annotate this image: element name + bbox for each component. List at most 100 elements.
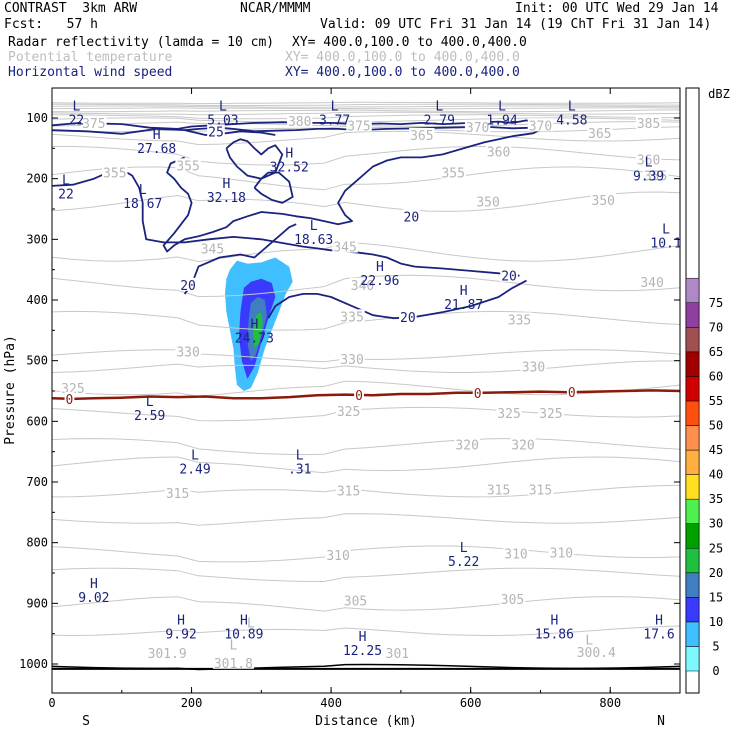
theta-label-bg xyxy=(475,194,501,208)
colorbar-level-label: 65 xyxy=(709,345,723,359)
colorbar-level-label: 25 xyxy=(709,541,723,555)
theta-label: 320 xyxy=(510,437,536,453)
south-label: S xyxy=(82,714,90,729)
theta-label-text: 335 xyxy=(340,310,363,325)
wind-extremum-value: 2.79 xyxy=(424,114,455,129)
wind-extremum-letter: L xyxy=(191,449,199,464)
theta-label: 305 xyxy=(342,593,369,609)
theta-label-text: 360 xyxy=(487,145,510,160)
y-axis-label: Pressure (hPa) xyxy=(3,335,18,445)
theta-label-text: 365 xyxy=(588,127,611,142)
x-tick-label: 400 xyxy=(320,696,342,710)
field-2-xy: XY= 400.0,100.0 to 400.0,400.0 xyxy=(285,50,520,65)
wind-extremum-letter: L xyxy=(296,449,304,464)
y-tick-label: 200 xyxy=(26,172,48,186)
theta-label-bg xyxy=(199,241,226,255)
wind-contour xyxy=(267,279,527,320)
wind-extremum-value: 15.86 xyxy=(535,628,574,643)
colorbar-bin xyxy=(685,302,700,328)
theta-label-text: 301.9 xyxy=(148,647,187,662)
theta-label-text: 310 xyxy=(504,548,527,563)
theta-label: 310 xyxy=(325,547,351,564)
colorbar-bin xyxy=(685,449,700,475)
theta-label-text: 375 xyxy=(347,119,370,134)
theta-label: 315 xyxy=(335,483,362,499)
wind-extremum-letter: H xyxy=(376,260,384,275)
colorbar-level-label: 10 xyxy=(709,615,723,629)
zero-contour-label-bg xyxy=(354,388,364,402)
theta-label-bg xyxy=(335,483,362,497)
wind-extremum-value: 32.18 xyxy=(207,191,246,206)
theta-label: 355 xyxy=(440,165,466,182)
wind-extremum-value: 32.52 xyxy=(270,160,309,175)
init-time: Init: 00 UTC Wed 29 Jan 14 xyxy=(515,1,719,16)
theta-label: 360 xyxy=(635,152,662,168)
y-tick-label: 900 xyxy=(26,596,48,610)
theta-label-bg xyxy=(409,127,435,141)
wind-extremum-value: 9.02 xyxy=(78,591,109,606)
theta-label-bg xyxy=(575,644,617,658)
wind-extremum-value: 5.22 xyxy=(448,555,479,570)
wind-contour-label: 20 xyxy=(179,277,197,294)
theta-contour xyxy=(52,101,680,105)
field-3-xy: XY= 400.0,100.0 to 400.0,400.0 xyxy=(285,65,520,80)
wind-speed-contours xyxy=(52,119,680,670)
wind-extremum-letter: H xyxy=(90,577,98,592)
theta-contour xyxy=(52,103,680,106)
wind-extremum-value: 1.94 xyxy=(486,114,517,129)
wind-extremum-value: 17.6 xyxy=(643,628,674,643)
theta-label-bg xyxy=(175,158,201,172)
y-tick-label: 1000 xyxy=(19,657,48,671)
theta-contour xyxy=(52,166,680,191)
colorbar-level-label: 15 xyxy=(709,590,723,604)
theta-label-text: 315 xyxy=(337,484,360,499)
theta-label-text: 370 xyxy=(466,121,489,136)
wind-extremum-letter: L xyxy=(73,100,81,115)
wind-extremum-value: .31 xyxy=(288,463,311,478)
wind-extremum-value: 9.39 xyxy=(633,170,664,185)
theta-label: 355 xyxy=(102,165,128,182)
theta-label: 350 xyxy=(590,192,616,209)
theta-label-bg xyxy=(590,192,616,206)
theta-label: 345 xyxy=(332,239,358,256)
y-tick-label: 300 xyxy=(26,232,48,246)
theta-extremum-letter: L xyxy=(230,639,238,654)
theta-label-text: 305 xyxy=(501,593,524,608)
theta-label-bg xyxy=(485,144,512,158)
theta-label-bg xyxy=(332,239,358,253)
zero-contour-label-text: 0 xyxy=(66,393,74,408)
wind-extremum-letter: L xyxy=(146,395,154,410)
wind-extremum-letter: H xyxy=(223,177,231,192)
colorbar: dBZ 0 5 10 15 20 25 30 35 40 45 50 55 60 65 70 75 xyxy=(685,87,730,694)
colorbar-level-label: 75 xyxy=(709,296,723,310)
wind-extremum-value: 10.89 xyxy=(224,628,263,643)
theta-label: 325 xyxy=(335,404,362,420)
wind-extremum-letter: H xyxy=(177,614,185,629)
wind-extremum-value: 22 xyxy=(69,114,85,129)
wind-extremum-letter: H xyxy=(250,318,258,333)
theta-label: 370 xyxy=(464,120,491,136)
zero-contour-label: 0 xyxy=(566,385,577,401)
colorbar-bin xyxy=(685,474,700,500)
colorbar-level-label: 20 xyxy=(709,566,723,580)
theta-label-text: 320 xyxy=(511,438,534,453)
field-1-xy: XY= 400.0,100.0 to 400.0,400.0 xyxy=(292,35,527,50)
theta-label: 355 xyxy=(642,168,669,185)
y-tick-label: 700 xyxy=(26,475,48,489)
theta-label-bg xyxy=(496,405,522,419)
wind-extremum-value: 22 xyxy=(58,188,74,203)
wind-contour xyxy=(162,126,542,253)
theta-label-text: 315 xyxy=(529,483,552,498)
x-tick-label: 0 xyxy=(48,696,55,710)
wind-contour-label-bg xyxy=(402,209,421,223)
theta-label: 370 xyxy=(527,118,554,134)
theta-label: 315 xyxy=(485,482,512,498)
wind-contour-label-text: 20 xyxy=(404,210,420,225)
wind-contour-label: 20 xyxy=(399,309,417,326)
theta-label-text: 350 xyxy=(592,194,615,209)
colorbar-bin xyxy=(685,621,700,647)
colorbar-unit: dBZ xyxy=(708,87,730,101)
y-tick-label: 600 xyxy=(26,414,48,428)
wind-extremum-value: 18.67 xyxy=(123,197,162,212)
reflectivity-area-20 xyxy=(253,312,263,349)
